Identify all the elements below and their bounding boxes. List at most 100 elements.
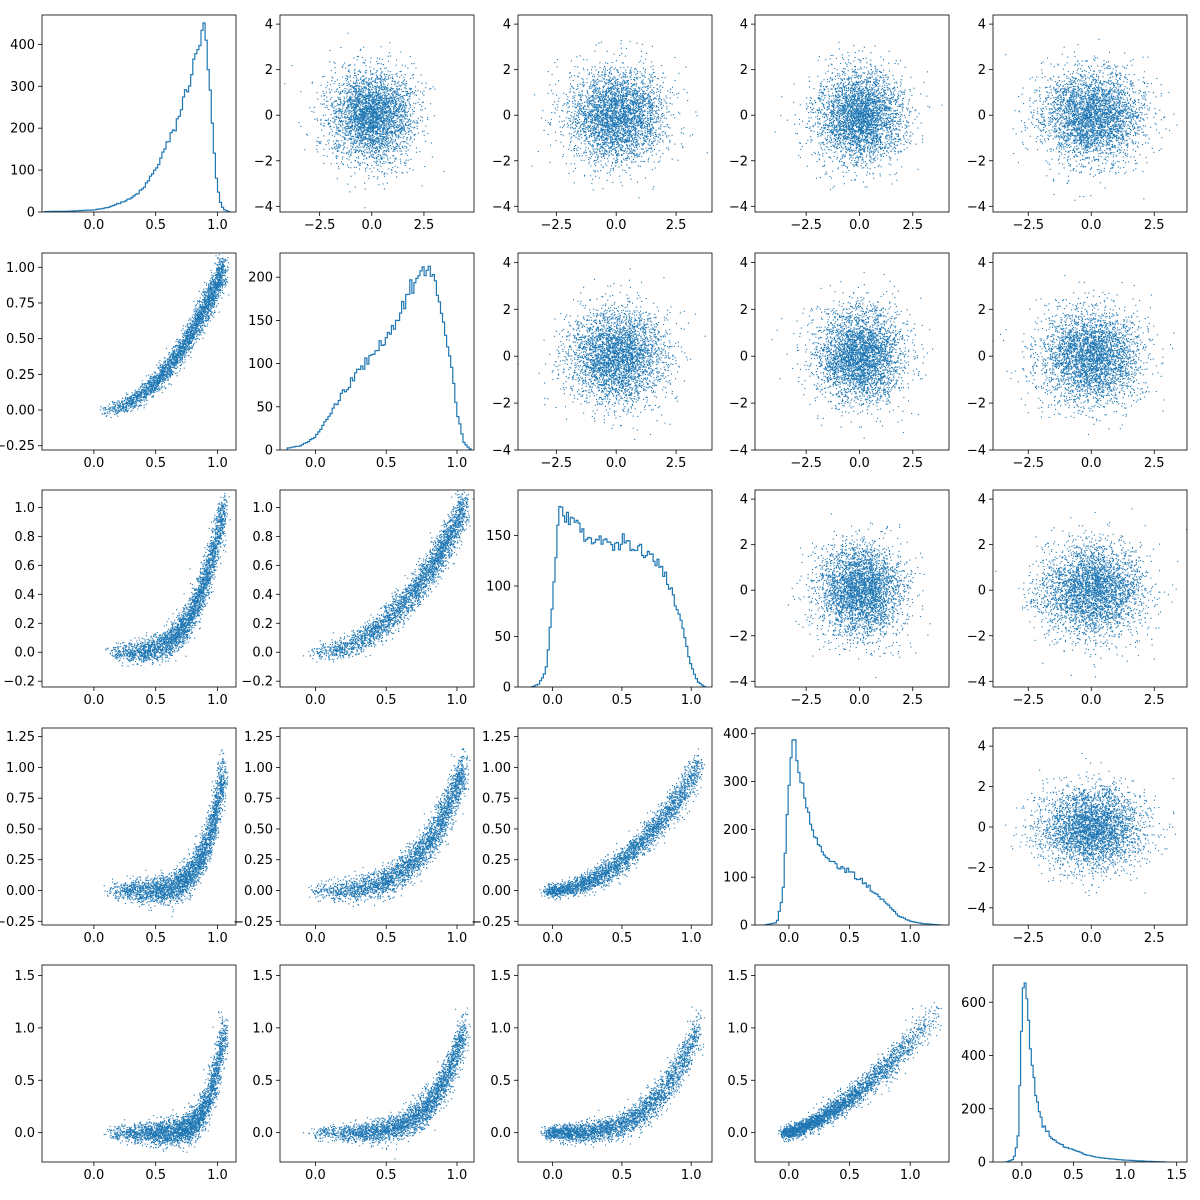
scatter-point — [376, 86, 377, 87]
scatter-point — [381, 78, 382, 79]
scatter-point — [396, 127, 397, 128]
scatter-point — [334, 110, 335, 111]
scatter-point — [591, 156, 592, 157]
scatter-point — [393, 120, 394, 121]
scatter-point — [388, 128, 389, 129]
scatter-point — [350, 167, 351, 168]
scatter-point — [334, 113, 335, 114]
scatter-point — [334, 67, 335, 68]
scatter-point — [332, 106, 333, 107]
scatter-point — [380, 143, 381, 144]
scatter-point — [653, 135, 654, 136]
scatter-point — [329, 50, 330, 51]
scatter-point — [673, 114, 674, 115]
scatter-point — [640, 161, 641, 162]
scatter-point — [655, 140, 656, 141]
scatter-point — [653, 77, 654, 78]
scatter-point — [375, 80, 376, 81]
scatter-point — [589, 161, 590, 162]
scatter-point — [396, 101, 397, 102]
scatter-point — [626, 164, 627, 165]
scatter-point — [617, 144, 618, 145]
scatter-point — [416, 95, 417, 96]
scatter-point — [360, 163, 361, 164]
scatter-point — [397, 86, 398, 87]
scatter-point — [354, 110, 355, 111]
scatter-point — [419, 151, 420, 152]
scatter-point — [323, 115, 324, 116]
scatter-point — [661, 104, 662, 105]
scatter-point — [412, 132, 413, 133]
scatter-point — [360, 98, 361, 99]
scatter-point — [359, 110, 360, 111]
scatter-point — [408, 111, 409, 112]
scatter-point — [357, 130, 358, 131]
scatter-point — [344, 128, 345, 129]
scatter-point — [371, 89, 372, 90]
scatter-point — [355, 133, 356, 134]
scatter-point — [360, 141, 361, 142]
scatter-point — [417, 81, 418, 82]
scatter-point — [341, 115, 342, 116]
scatter-point — [357, 96, 358, 97]
scatter-point — [379, 133, 380, 134]
scatter-point — [342, 157, 343, 158]
scatter-point — [375, 113, 376, 114]
scatter-point — [643, 68, 644, 69]
scatter-point — [396, 104, 397, 105]
scatter-point — [648, 123, 649, 124]
scatter-point — [372, 140, 373, 141]
scatter-point — [607, 121, 608, 122]
y-tick-label: 4 — [265, 18, 273, 33]
scatter-point — [371, 148, 372, 149]
scatter-point — [643, 120, 644, 121]
scatter-point — [618, 95, 619, 96]
scatter-point — [388, 123, 389, 124]
scatter-point — [649, 103, 650, 104]
scatter-point — [366, 84, 367, 85]
scatter-point — [379, 107, 380, 108]
scatter-point — [383, 144, 384, 145]
scatter-point — [390, 115, 391, 116]
scatter-point — [388, 101, 389, 102]
scatter-point — [349, 91, 350, 92]
scatter-point — [345, 110, 346, 111]
scatter-point — [656, 121, 657, 122]
scatter-point — [365, 130, 366, 131]
scatter-point — [385, 105, 386, 106]
scatter-point — [388, 112, 389, 113]
scatter-point — [612, 91, 613, 92]
scatter-point — [361, 143, 362, 144]
scatter-point — [363, 88, 364, 89]
scatter-point — [424, 131, 425, 132]
scatter-point — [339, 104, 340, 105]
scatter-point — [336, 158, 337, 159]
scatter-point — [568, 107, 569, 108]
scatter-point — [626, 172, 627, 173]
scatter-point — [678, 160, 679, 161]
scatter-point — [365, 188, 366, 189]
scatter-point — [641, 115, 642, 116]
scatter-point — [371, 129, 372, 130]
scatter-point — [355, 151, 356, 152]
scatter-point — [405, 115, 406, 116]
scatter-point — [404, 99, 405, 100]
scatter-point — [336, 105, 337, 106]
scatter-point — [381, 109, 382, 110]
scatter-point — [417, 102, 418, 103]
scatter-point — [357, 92, 358, 93]
scatter-point — [416, 148, 417, 149]
scatter-point — [645, 77, 646, 78]
scatter-point — [362, 124, 363, 125]
scatter-point — [365, 90, 366, 91]
scatter-point — [370, 113, 371, 114]
scatter-point — [398, 112, 399, 113]
scatter-point — [365, 93, 366, 94]
scatter-point — [341, 152, 342, 153]
scatter-point — [382, 131, 383, 132]
scatter-point — [623, 80, 624, 81]
scatter-point — [368, 152, 369, 153]
scatter-point — [363, 137, 364, 138]
scatter-point — [355, 101, 356, 102]
scatter-point — [406, 146, 407, 147]
